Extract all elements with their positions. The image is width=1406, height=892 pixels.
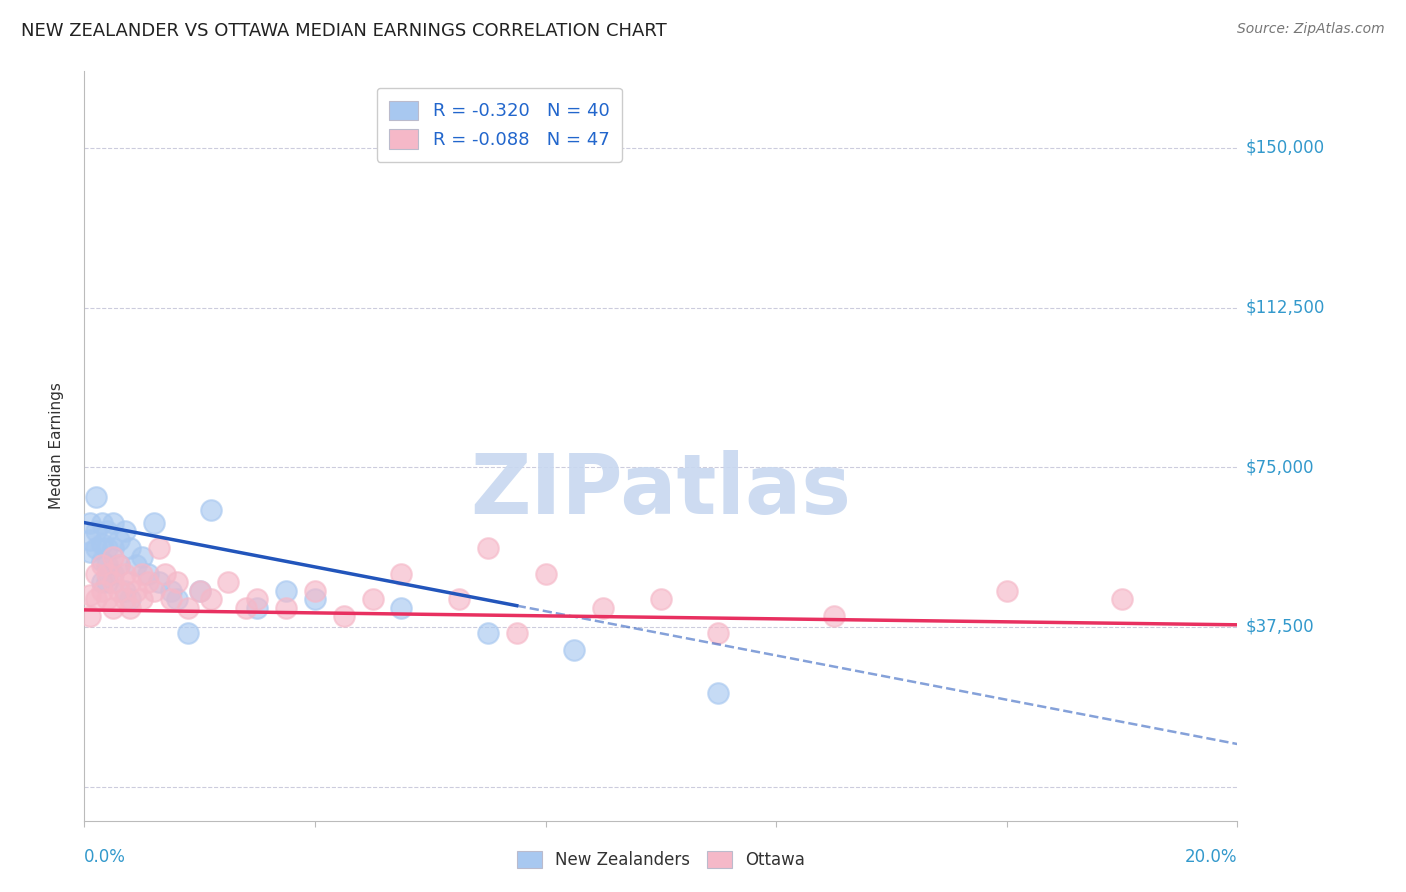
Point (96, 524, 118, 538)
Point (103, 541, 124, 556)
Point (96, 566, 118, 581)
Point (304, 592, 326, 607)
Point (96, 541, 118, 556)
Legend: New Zealanders, Ottawa: New Zealanders, Ottawa (510, 845, 811, 876)
Point (108, 583, 131, 598)
Point (1111, 592, 1133, 607)
Text: NEW ZEALANDER VS OTTAWA MEDIAN EARNINGS CORRELATION CHART: NEW ZEALANDER VS OTTAWA MEDIAN EARNINGS … (21, 22, 666, 40)
Point (449, 592, 471, 607)
Point (114, 592, 136, 607)
Point (103, 600, 124, 615)
Point (84, 566, 107, 581)
Point (131, 592, 153, 607)
Point (90, 558, 112, 573)
Text: ZIPatlas: ZIPatlas (471, 450, 851, 532)
Point (188, 583, 211, 598)
Text: 0.0%: 0.0% (84, 848, 127, 866)
Text: $75,000: $75,000 (1246, 458, 1315, 476)
Point (276, 583, 298, 598)
Point (84, 541, 107, 556)
Point (79, 609, 101, 624)
Point (823, 609, 845, 624)
Point (120, 575, 142, 590)
Point (534, 566, 557, 581)
Point (120, 541, 142, 556)
Point (131, 549, 153, 564)
Point (96, 558, 118, 573)
Point (142, 516, 165, 530)
Point (90, 554, 112, 568)
Point (79, 545, 101, 559)
Point (200, 592, 222, 607)
Point (114, 524, 136, 538)
Point (120, 600, 142, 615)
Point (188, 583, 211, 598)
Point (108, 558, 131, 573)
Point (177, 626, 200, 640)
Point (120, 592, 142, 607)
Point (79, 516, 101, 530)
Point (125, 558, 148, 573)
Text: Source: ZipAtlas.com: Source: ZipAtlas.com (1237, 22, 1385, 37)
Point (276, 600, 298, 615)
Point (506, 626, 529, 640)
Point (136, 575, 159, 590)
Point (160, 583, 183, 598)
Point (707, 686, 730, 700)
Point (79, 533, 101, 547)
Point (995, 583, 1018, 598)
Text: $150,000: $150,000 (1246, 139, 1324, 157)
Point (96, 575, 118, 590)
Point (90, 575, 112, 590)
Point (114, 583, 136, 598)
Point (564, 643, 586, 657)
Text: 20.0%: 20.0% (1185, 848, 1237, 866)
Point (477, 626, 499, 640)
Point (333, 609, 356, 624)
Point (391, 566, 413, 581)
Point (142, 583, 165, 598)
Point (650, 592, 672, 607)
Text: $112,500: $112,500 (1246, 299, 1324, 317)
Point (200, 503, 222, 517)
Point (103, 566, 124, 581)
Point (592, 600, 614, 615)
Point (166, 592, 188, 607)
Point (79, 588, 101, 602)
Point (218, 575, 240, 590)
Point (707, 626, 730, 640)
Point (90, 583, 112, 598)
Point (391, 600, 413, 615)
Point (304, 583, 326, 598)
Point (90, 516, 112, 530)
Point (103, 516, 124, 530)
Point (108, 558, 131, 573)
Point (361, 592, 384, 607)
Point (235, 600, 257, 615)
Text: $37,500: $37,500 (1246, 618, 1315, 636)
Point (103, 575, 124, 590)
Point (125, 583, 148, 598)
Point (84, 524, 107, 538)
Point (108, 533, 131, 547)
Point (136, 566, 159, 581)
Point (246, 592, 269, 607)
Point (160, 592, 183, 607)
Y-axis label: Median Earnings: Median Earnings (49, 383, 63, 509)
Point (177, 600, 200, 615)
Point (114, 566, 136, 581)
Point (84, 490, 107, 504)
Point (96, 592, 118, 607)
Point (166, 575, 188, 590)
Point (148, 541, 170, 556)
Point (131, 566, 153, 581)
Point (153, 566, 176, 581)
Point (477, 541, 499, 556)
Point (90, 537, 112, 551)
Point (84, 592, 107, 607)
Point (148, 575, 170, 590)
Point (103, 549, 124, 564)
Point (246, 600, 269, 615)
